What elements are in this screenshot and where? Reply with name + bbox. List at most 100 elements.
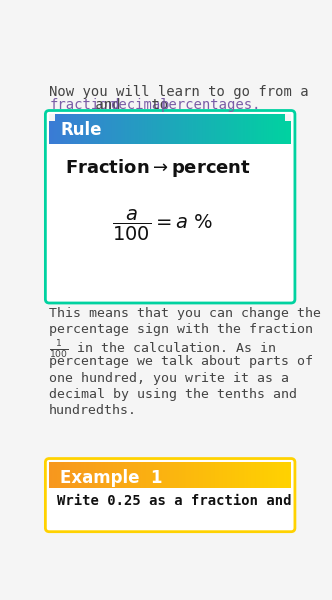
- Text: percentages.: percentages.: [161, 98, 262, 112]
- Bar: [244, 463, 245, 488]
- Bar: [62, 463, 64, 488]
- Bar: [193, 463, 194, 488]
- Bar: [148, 115, 150, 143]
- Bar: [152, 115, 153, 143]
- Bar: [210, 115, 211, 143]
- Bar: [198, 463, 199, 488]
- Bar: [176, 115, 177, 143]
- Text: percentage we talk about parts of: percentage we talk about parts of: [49, 355, 313, 368]
- Bar: [235, 115, 237, 143]
- Bar: [140, 463, 141, 488]
- Bar: [88, 115, 89, 143]
- Bar: [209, 115, 210, 143]
- Bar: [52, 115, 53, 143]
- Bar: [252, 463, 254, 488]
- Bar: [285, 463, 286, 488]
- Bar: [252, 115, 254, 143]
- Bar: [66, 463, 67, 488]
- Bar: [265, 115, 266, 143]
- Bar: [55, 463, 56, 488]
- Bar: [211, 115, 212, 143]
- Bar: [90, 115, 92, 143]
- Bar: [212, 115, 214, 143]
- Text: $\dfrac{a}{100} = a\ \%$: $\dfrac{a}{100} = a\ \%$: [112, 208, 213, 242]
- Bar: [256, 463, 257, 488]
- Bar: [268, 463, 269, 488]
- Bar: [148, 463, 150, 488]
- Bar: [104, 115, 105, 143]
- Bar: [290, 115, 291, 143]
- Bar: [106, 463, 107, 488]
- Bar: [277, 115, 278, 143]
- Bar: [72, 115, 73, 143]
- Bar: [107, 463, 109, 488]
- Bar: [158, 463, 159, 488]
- Bar: [125, 463, 126, 488]
- Bar: [123, 463, 124, 488]
- FancyBboxPatch shape: [45, 110, 295, 303]
- Bar: [290, 463, 291, 488]
- Text: decimal: decimal: [110, 98, 169, 112]
- Bar: [163, 463, 164, 488]
- Bar: [209, 463, 210, 488]
- Bar: [202, 463, 203, 488]
- Bar: [171, 115, 173, 143]
- Bar: [133, 463, 134, 488]
- Bar: [56, 463, 58, 488]
- Bar: [96, 463, 98, 488]
- Bar: [103, 115, 104, 143]
- Bar: [282, 115, 283, 143]
- Bar: [64, 463, 65, 488]
- Bar: [71, 115, 72, 143]
- Bar: [92, 463, 93, 488]
- Bar: [101, 463, 103, 488]
- Bar: [129, 115, 130, 143]
- Bar: [136, 463, 137, 488]
- Bar: [182, 115, 184, 143]
- Bar: [288, 463, 289, 488]
- Bar: [117, 463, 118, 488]
- Bar: [98, 115, 99, 143]
- Bar: [82, 463, 83, 488]
- Bar: [217, 115, 218, 143]
- Bar: [131, 115, 133, 143]
- Bar: [69, 115, 70, 143]
- Bar: [203, 115, 204, 143]
- Bar: [111, 463, 112, 488]
- Bar: [239, 115, 240, 143]
- Bar: [204, 463, 205, 488]
- Bar: [239, 463, 240, 488]
- Bar: [190, 115, 191, 143]
- Bar: [282, 463, 283, 488]
- Bar: [286, 115, 288, 143]
- Bar: [170, 463, 171, 488]
- Bar: [52, 463, 53, 488]
- Bar: [165, 463, 167, 488]
- Bar: [216, 115, 217, 143]
- Bar: [90, 463, 92, 488]
- Bar: [194, 463, 196, 488]
- Bar: [231, 463, 232, 488]
- Bar: [232, 115, 233, 143]
- Bar: [60, 463, 61, 488]
- Bar: [89, 115, 90, 143]
- Bar: [222, 463, 223, 488]
- Bar: [174, 463, 175, 488]
- Bar: [73, 115, 75, 143]
- Bar: [84, 115, 86, 143]
- Bar: [157, 115, 158, 143]
- Bar: [173, 463, 174, 488]
- Bar: [54, 463, 55, 488]
- Bar: [162, 115, 163, 143]
- Bar: [279, 463, 280, 488]
- Bar: [237, 463, 238, 488]
- Bar: [154, 115, 156, 143]
- Bar: [89, 463, 90, 488]
- Bar: [60, 115, 61, 143]
- Bar: [162, 463, 163, 488]
- Bar: [181, 115, 182, 143]
- Bar: [94, 463, 95, 488]
- Bar: [275, 115, 277, 143]
- Bar: [238, 463, 239, 488]
- Bar: [186, 463, 187, 488]
